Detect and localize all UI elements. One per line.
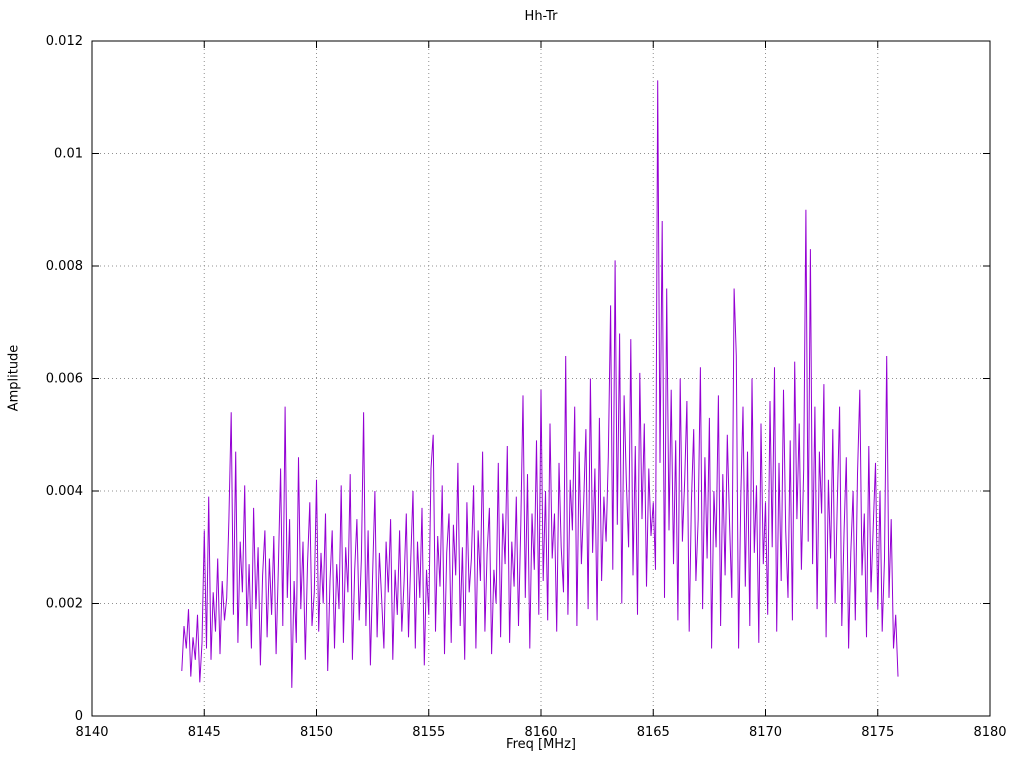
x-tick-label: 8155: [412, 725, 445, 740]
x-tick-label: 8160: [524, 725, 557, 740]
x-tick-label: 8165: [637, 725, 670, 740]
x-tick-label: 8140: [75, 725, 108, 740]
gridlines: [92, 41, 990, 716]
tick-labels: 8140 8145 8150 8155 8160 8165 8170 8175 8180 0 0.0…: [46, 34, 1007, 740]
y-tick-label: 0.006: [46, 372, 83, 387]
chart-title: Hh-Tr: [524, 9, 558, 24]
y-tick-label: 0.012: [46, 34, 83, 49]
x-tick-label: 8170: [749, 725, 782, 740]
y-tick-label: 0: [75, 709, 83, 724]
y-tick-label: 0.004: [46, 484, 83, 499]
signal-line: [181, 80, 899, 688]
data-series: [181, 80, 899, 688]
y-tick-label: 0.002: [46, 597, 83, 612]
y-tick-label: 0.01: [54, 147, 83, 162]
x-axis-label: Freq [MHz]: [506, 737, 576, 752]
y-tick-label: 0.008: [46, 259, 83, 274]
y-axis-label: Amplitude: [6, 344, 22, 412]
plot-border: [91, 40, 991, 717]
x-tick-label: 8150: [300, 725, 333, 740]
x-tick-label: 8175: [861, 725, 894, 740]
x-tick-label: 8180: [973, 725, 1006, 740]
x-tick-label: 8145: [188, 725, 221, 740]
